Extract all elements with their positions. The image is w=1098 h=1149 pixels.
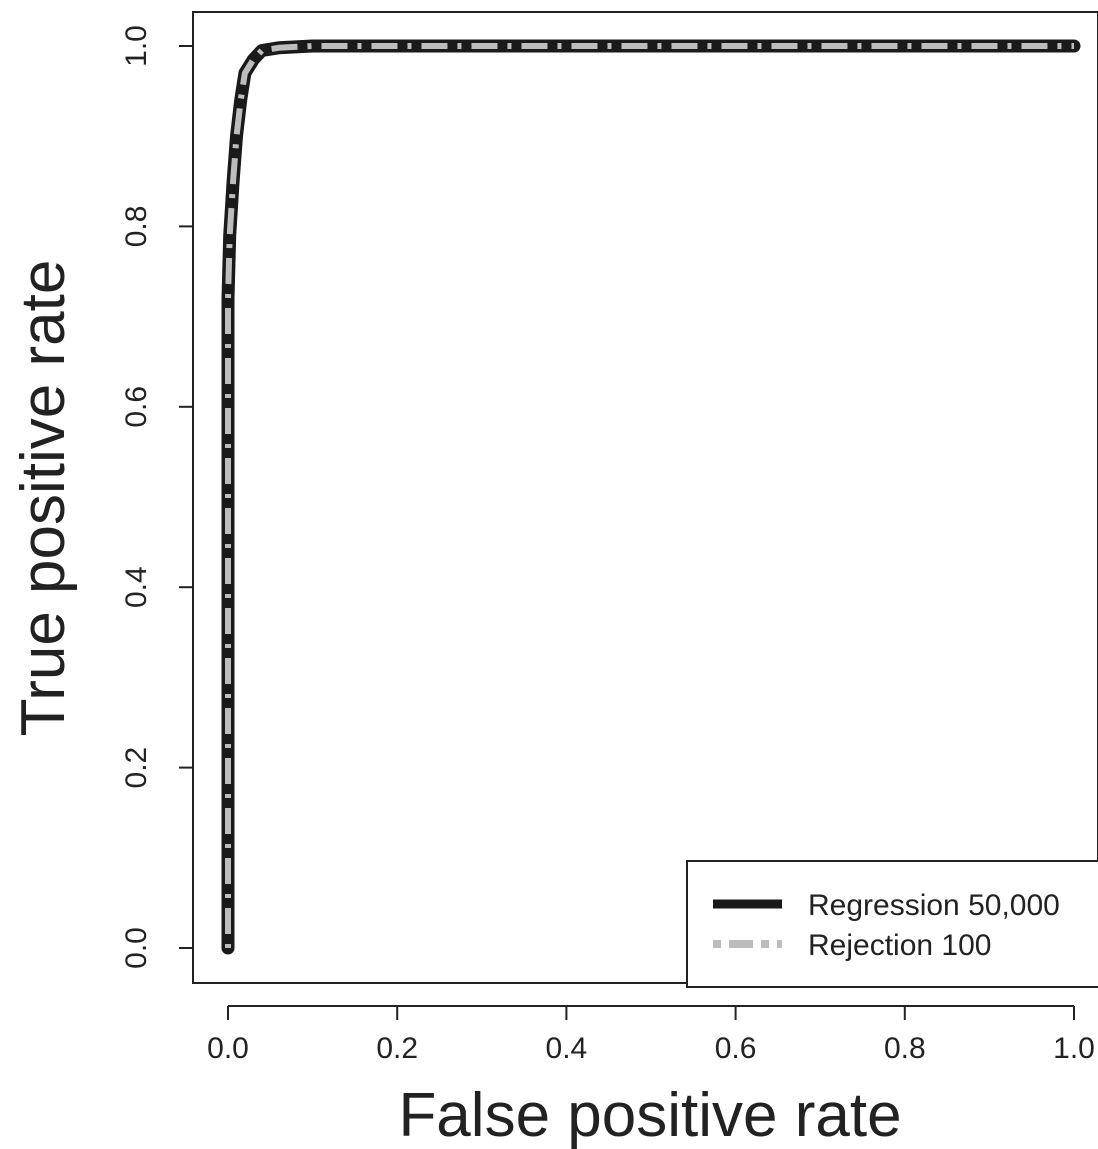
y-tick-label: 0.8 bbox=[120, 206, 153, 248]
x-tick-label: 0.6 bbox=[715, 1032, 757, 1065]
legend-label-rejection: Rejection 100 bbox=[808, 929, 991, 962]
series-layer bbox=[221, 39, 1081, 955]
y-tick-label: 0.6 bbox=[120, 386, 153, 428]
y-tick-label: 0.4 bbox=[120, 566, 153, 608]
x-tick-label: 0.2 bbox=[376, 1032, 418, 1065]
x-tick-label: 0.4 bbox=[546, 1032, 588, 1065]
series-line-regression bbox=[221, 39, 1081, 955]
series-line-rejection bbox=[225, 43, 1074, 948]
y-axis: 0.0 0.2 0.4 0.6 0.8 1.0 bbox=[120, 25, 194, 969]
x-tick-label: 0.8 bbox=[884, 1032, 926, 1065]
legend: Regression 50,000 Rejection 100 bbox=[686, 860, 1098, 988]
legend-box bbox=[686, 860, 1098, 988]
legend-label-regression: Regression 50,000 bbox=[808, 889, 1060, 922]
y-axis-title: True positive rate bbox=[9, 260, 78, 737]
plot-frame bbox=[192, 11, 1098, 984]
y-tick-label: 0.2 bbox=[120, 747, 153, 789]
y-tick-label: 1.0 bbox=[120, 25, 153, 67]
y-tick-label: 0.0 bbox=[120, 927, 153, 969]
x-tick-label: 0.0 bbox=[207, 1032, 249, 1065]
x-tick-label: 1.0 bbox=[1053, 1032, 1095, 1065]
x-axis-title: False positive rate bbox=[398, 1081, 901, 1149]
x-axis: 0.0 0.2 0.4 0.6 0.8 1.0 bbox=[207, 1005, 1095, 1065]
